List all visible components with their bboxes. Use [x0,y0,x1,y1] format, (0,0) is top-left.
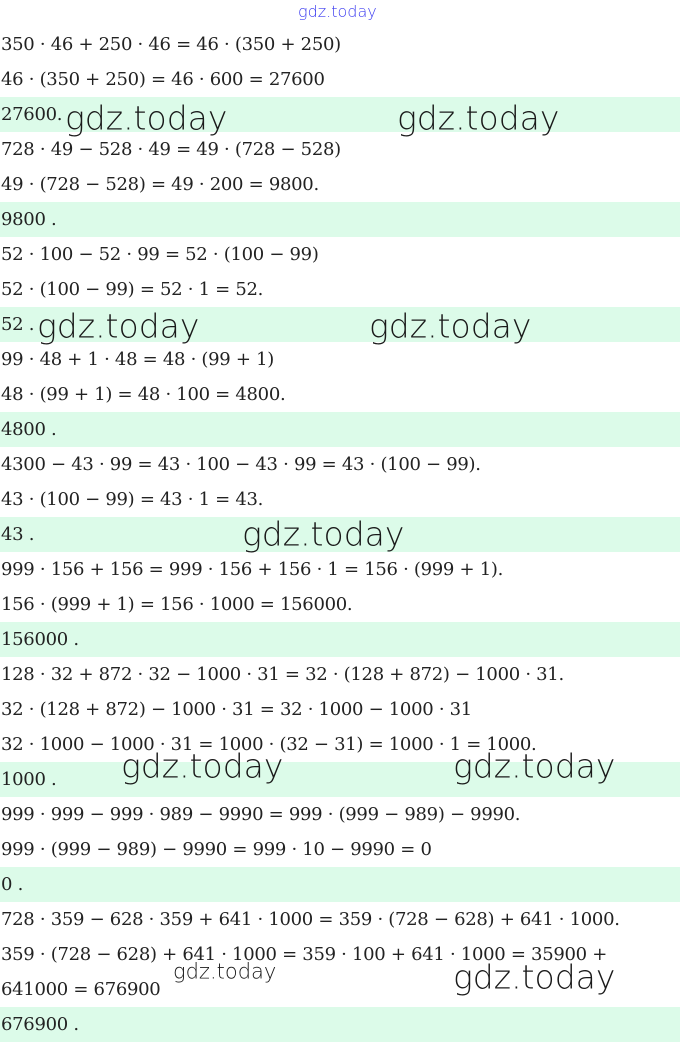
watermark: gdz.today [173,959,277,984]
equation-line: 32 · (128 + 872) − 1000 · 31 = 32 · 1000… [1,699,472,720]
answer-line: 1000 . [0,762,680,797]
equation-line: 52 · 100 − 52 · 99 = 52 · (100 − 99) [1,244,319,265]
watermark: gdz.today [37,306,200,346]
equation-line: 4300 − 43 · 99 = 43 · 100 − 43 · 99 = 43… [1,454,481,475]
equation-line: 48 · (99 + 1) = 48 · 100 = 4800. [1,384,286,405]
equation-line: 156 · (999 + 1) = 156 · 1000 = 156000. [1,594,353,615]
watermark: gdz.today [65,98,228,138]
answer-line: 676900 . [0,1007,680,1042]
watermark-top: gdz.today [298,2,377,21]
equation-line: 999 · 999 − 999 · 989 − 9990 = 999 · (99… [1,804,521,825]
watermark: gdz.today [121,746,284,786]
answer-line: 9800 . [0,202,680,237]
answer-line: 0 . [0,867,680,902]
equation-line: 52 · (100 − 99) = 52 · 1 = 52. [1,279,264,300]
watermark: gdz.today [369,306,532,346]
answer-line: 52 . [0,307,680,342]
watermark: gdz.today [242,514,405,554]
answer-line: 27600. [0,97,680,132]
watermark: gdz.today [453,957,616,997]
equation-line: 49 · (728 − 528) = 49 · 200 = 9800. [1,174,319,195]
equation-line: 46 · (350 + 250) = 46 · 600 = 27600 [1,69,325,90]
equation-line: 999 · (999 − 989) − 9990 = 999 · 10 − 99… [1,839,432,860]
answer-line: 4800 . [0,412,680,447]
equation-line: 999 · 156 + 156 = 999 · 156 + 156 · 1 = … [1,559,504,580]
watermark: gdz.today [397,98,560,138]
equation-line: 43 · (100 − 99) = 43 · 1 = 43. [1,489,264,510]
equation-line: 128 · 32 + 872 · 32 − 1000 · 31 = 32 · (… [1,664,564,685]
answer-line: 43 . [0,517,680,552]
equation-line: 728 · 49 − 528 · 49 = 49 · (728 − 528) [1,139,341,160]
equation-line: 99 · 48 + 1 · 48 = 48 · (99 + 1) [1,349,274,370]
equation-line: 728 · 359 − 628 · 359 + 641 · 1000 = 359… [1,909,620,930]
equation-line: 359 · (728 − 628) + 641 · 1000 = 359 · 1… [1,944,608,965]
solution-lines: 350 · 46 + 250 · 46 = 46 · (350 + 250) 46… [0,27,680,1042]
equation-line: 350 · 46 + 250 · 46 = 46 · (350 + 250) [1,34,341,55]
answer-line: 156000 . [0,622,680,657]
equation-line: 32 · 1000 − 1000 · 31 = 1000 · (32 − 31)… [1,734,537,755]
equation-line: 641000 = 676900 [1,979,161,1000]
watermark: gdz.today [453,746,616,786]
